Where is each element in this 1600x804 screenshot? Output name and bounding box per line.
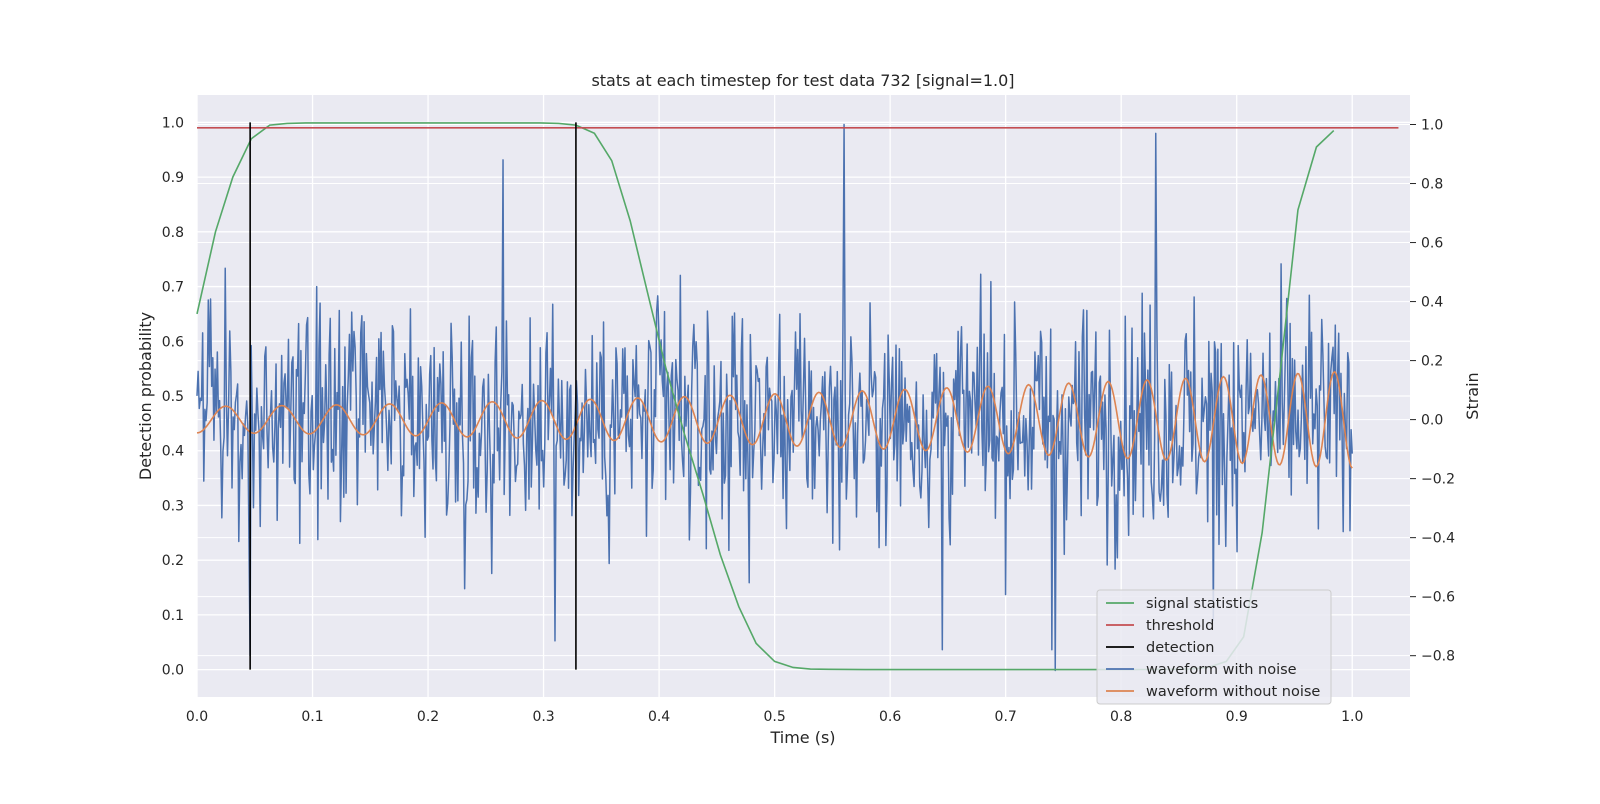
y-tick-label-right: 0.8 (1421, 177, 1443, 193)
y-tick-label-right: 0.2 (1421, 354, 1443, 370)
x-tick-labels: 0.0 0.1 0.2 0.3 0.4 0.5 0.6 0.7 0.8 0.9 1.0 (186, 709, 1364, 725)
y-tick-label-left: 0.8 (162, 225, 184, 241)
y-tick-label-left: 0.0 (162, 663, 184, 679)
x-tick-label: 0.8 (1110, 709, 1132, 725)
legend-label-detection: detection (1146, 640, 1214, 656)
y-tick-label-right: 1.0 (1421, 118, 1443, 134)
legend: signal statistics threshold detection wa… (1096, 589, 1332, 705)
y-tick-label-left: 0.3 (162, 498, 184, 514)
y-tick-labels-right: −0.8 −0.6 −0.4 −0.2 0.0 0.2 0.4 0.6 0.8 1.0 (1410, 118, 1455, 665)
y-tick-labels-left: 0.0 0.1 0.2 0.3 0.4 0.5 0.6 0.7 0.8 0.9 1.0 (162, 115, 184, 678)
x-tick-label: 0.7 (995, 709, 1017, 725)
y-tick-label-left: 0.4 (162, 444, 184, 460)
y-axis-label-left: Detection probability (136, 312, 155, 480)
legend-box (1096, 589, 1332, 705)
x-tick-label: 0.9 (1226, 709, 1248, 725)
y-tick-label-right: 0.6 (1421, 236, 1443, 252)
x-tick-label: 0.0 (186, 709, 208, 725)
y-axis-label-right: Strain (1463, 372, 1482, 419)
legend-label-waveform-with-noise: waveform with noise (1146, 662, 1297, 678)
y-tick-label-left: 0.7 (162, 280, 184, 296)
x-tick-label: 0.4 (648, 709, 670, 725)
legend-label-signal-statistics: signal statistics (1146, 596, 1258, 612)
x-tick-label: 0.3 (532, 709, 554, 725)
y-tick-label-right: 0.4 (1421, 295, 1443, 311)
x-tick-label: 1.0 (1341, 709, 1363, 725)
chart-title: stats at each timestep for test data 732… (591, 71, 1014, 90)
x-tick-label: 0.6 (879, 709, 901, 725)
series-waveform-without-noise (196, 370, 1353, 469)
grid-y (197, 121, 1410, 671)
y-tick-label-right: −0.2 (1421, 472, 1455, 488)
x-axis-label: Time (s) (769, 728, 835, 747)
y-tick-label-left: 0.2 (162, 553, 184, 569)
x-tick-label: 0.1 (301, 709, 323, 725)
y-tick-label-left: 0.5 (162, 389, 184, 405)
y-tick-label-left: 0.1 (162, 608, 184, 624)
y-tick-label-left: 0.9 (162, 170, 184, 186)
x-tick-label: 0.2 (417, 709, 439, 725)
legend-label-threshold: threshold (1146, 618, 1214, 634)
legend-label-waveform-without-noise: waveform without noise (1146, 684, 1320, 700)
y-tick-label-right: −0.4 (1421, 531, 1455, 547)
y-tick-label-right: 0.0 (1421, 413, 1443, 429)
y-tick-label-left: 0.6 (162, 334, 184, 350)
y-tick-label-left: 1.0 (162, 115, 184, 131)
series-waveform-with-noise (196, 123, 1353, 672)
x-tick-label: 0.5 (763, 709, 785, 725)
y-tick-label-right: −0.6 (1421, 590, 1455, 606)
y-tick-label-right: −0.8 (1421, 649, 1455, 665)
